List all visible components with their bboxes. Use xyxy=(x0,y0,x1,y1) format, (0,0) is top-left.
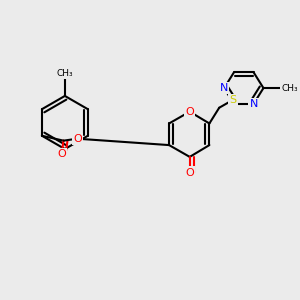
Text: CH₃: CH₃ xyxy=(281,84,298,93)
Text: S: S xyxy=(230,95,236,105)
Text: N: N xyxy=(249,99,258,109)
Text: N: N xyxy=(220,83,228,93)
Text: O: O xyxy=(73,134,82,144)
Text: O: O xyxy=(57,149,66,159)
Text: O: O xyxy=(185,168,194,178)
Text: O: O xyxy=(185,107,194,117)
Text: CH₃: CH₃ xyxy=(57,69,73,78)
